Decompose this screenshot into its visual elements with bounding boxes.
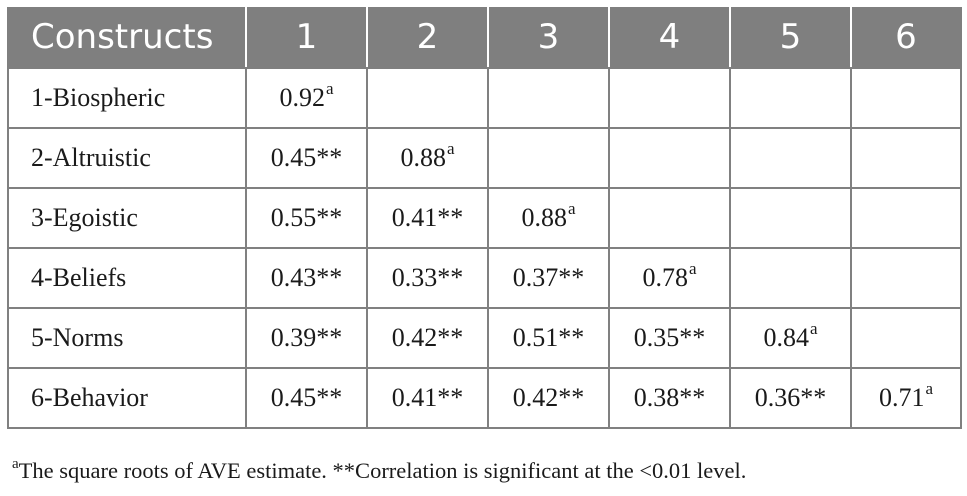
- table-cell: 0.42**: [366, 307, 489, 369]
- table-cell: 0.45**: [245, 127, 368, 189]
- header-cell-1: 1: [245, 7, 367, 69]
- table-cell: [850, 187, 962, 249]
- table-cell: [729, 247, 852, 309]
- table-cell: [487, 67, 610, 129]
- table-cell: [366, 67, 489, 129]
- table-cell: 0.38**: [608, 367, 731, 429]
- header-cell-2: 2: [366, 7, 488, 69]
- cell-superscript: a: [925, 379, 934, 399]
- cell-value: 0.41**: [391, 203, 464, 232]
- table-cell: 0.71a: [850, 367, 962, 429]
- cell-superscript: a: [325, 79, 334, 99]
- cell-value: 0.41**: [391, 383, 464, 412]
- table-cell: [850, 67, 962, 129]
- table-cell: 0.88a: [487, 187, 610, 249]
- cell-value: 0.71: [878, 383, 925, 412]
- table-cell: 0.55**: [245, 187, 368, 249]
- table-cell: [729, 67, 852, 129]
- table-row: 1-Biospheric 0.92a: [7, 67, 962, 129]
- table-cell: 0.88a: [366, 127, 489, 189]
- table-cell: 0.41**: [366, 367, 489, 429]
- cell-superscript: a: [567, 199, 576, 219]
- table-row: 5-Norms 0.39** 0.42** 0.51** 0.35** 0.84a: [7, 307, 962, 369]
- table-cell: 0.42**: [487, 367, 610, 429]
- table-cell: 0.92a: [245, 67, 368, 129]
- row-label: 1-Biospheric: [7, 67, 247, 129]
- table-cell: [850, 127, 962, 189]
- cell-value: 0.88: [400, 143, 446, 172]
- footnote-marker: a: [12, 455, 19, 472]
- table-row: 6-Behavior 0.45** 0.41** 0.42** 0.38** 0.36**…: [7, 367, 962, 429]
- cell-value: 0.42**: [391, 323, 464, 352]
- row-label: 4-Beliefs: [7, 247, 247, 309]
- cell-superscript: a: [446, 139, 455, 159]
- cell-value: 0.55**: [270, 203, 343, 232]
- table-cell: [608, 187, 731, 249]
- table-cell: 0.41**: [366, 187, 489, 249]
- table-header: Constructs 1 2 3 4 5 6: [7, 7, 962, 69]
- cell-value: 0.45**: [270, 383, 343, 412]
- table-body: 1-Biospheric 0.92a 2-Altruistic 0.45** 0.88a…: [7, 67, 962, 429]
- table-row: 4-Beliefs 0.43** 0.33** 0.37** 0.78a: [7, 247, 962, 309]
- row-label: 5-Norms: [7, 307, 247, 369]
- table-cell: [850, 307, 962, 369]
- table-row: 3-Egoistic 0.55** 0.41** 0.88a: [7, 187, 962, 249]
- cell-value: 0.33**: [391, 263, 464, 292]
- cell-value: 0.51**: [512, 323, 585, 352]
- cell-value: 0.88: [521, 203, 567, 232]
- cell-value: 0.45**: [270, 143, 343, 172]
- table-cell: 0.43**: [245, 247, 368, 309]
- table-cell: [608, 67, 731, 129]
- cell-value: 0.43**: [270, 263, 343, 292]
- cell-value: 0.78: [642, 263, 688, 292]
- cell-value: 0.38**: [633, 383, 706, 412]
- table-cell: 0.39**: [245, 307, 368, 369]
- table-cell: 0.35**: [608, 307, 731, 369]
- table-cell: 0.33**: [366, 247, 489, 309]
- cell-value: 0.92: [279, 83, 325, 112]
- header-cell-3: 3: [487, 7, 609, 69]
- table-cell: 0.78a: [608, 247, 731, 309]
- cell-value: 0.35**: [633, 323, 706, 352]
- cell-value: 0.36**: [754, 383, 827, 412]
- cell-superscript: a: [809, 319, 818, 339]
- correlation-table: Constructs 1 2 3 4 5 6 1-Biospheric 0.92a…: [7, 7, 962, 429]
- row-label: 2-Altruistic: [7, 127, 247, 189]
- table-cell: 0.36**: [729, 367, 852, 429]
- cell-value: 0.42**: [512, 383, 585, 412]
- cell-value: 0.39**: [270, 323, 343, 352]
- table-footnote: aThe square roots of AVE estimate. **Cor…: [12, 455, 747, 484]
- table-row: 2-Altruistic 0.45** 0.88a: [7, 127, 962, 189]
- header-cell-5: 5: [729, 7, 851, 69]
- row-label: 6-Behavior: [7, 367, 247, 429]
- table-cell: [487, 127, 610, 189]
- header-cell-4: 4: [608, 7, 730, 69]
- table-cell: 0.45**: [245, 367, 368, 429]
- row-label: 3-Egoistic: [7, 187, 247, 249]
- cell-value: 0.37**: [512, 263, 585, 292]
- header-cell-6: 6: [850, 7, 962, 69]
- header-cell-constructs: Constructs: [7, 7, 246, 69]
- footnote-text: The square roots of AVE estimate. **Corr…: [18, 458, 747, 483]
- table-cell: [729, 187, 852, 249]
- table-cell: [850, 247, 962, 309]
- header-row: Constructs 1 2 3 4 5 6: [7, 7, 962, 69]
- table-cell: [608, 127, 731, 189]
- table-cell: [729, 127, 852, 189]
- cell-value: 0.84: [763, 323, 809, 352]
- table-cell: 0.51**: [487, 307, 610, 369]
- correlation-table-container: Constructs 1 2 3 4 5 6 1-Biospheric 0.92a…: [7, 7, 962, 429]
- table-cell: 0.84a: [729, 307, 852, 369]
- cell-superscript: a: [688, 259, 697, 279]
- table-cell: 0.37**: [487, 247, 610, 309]
